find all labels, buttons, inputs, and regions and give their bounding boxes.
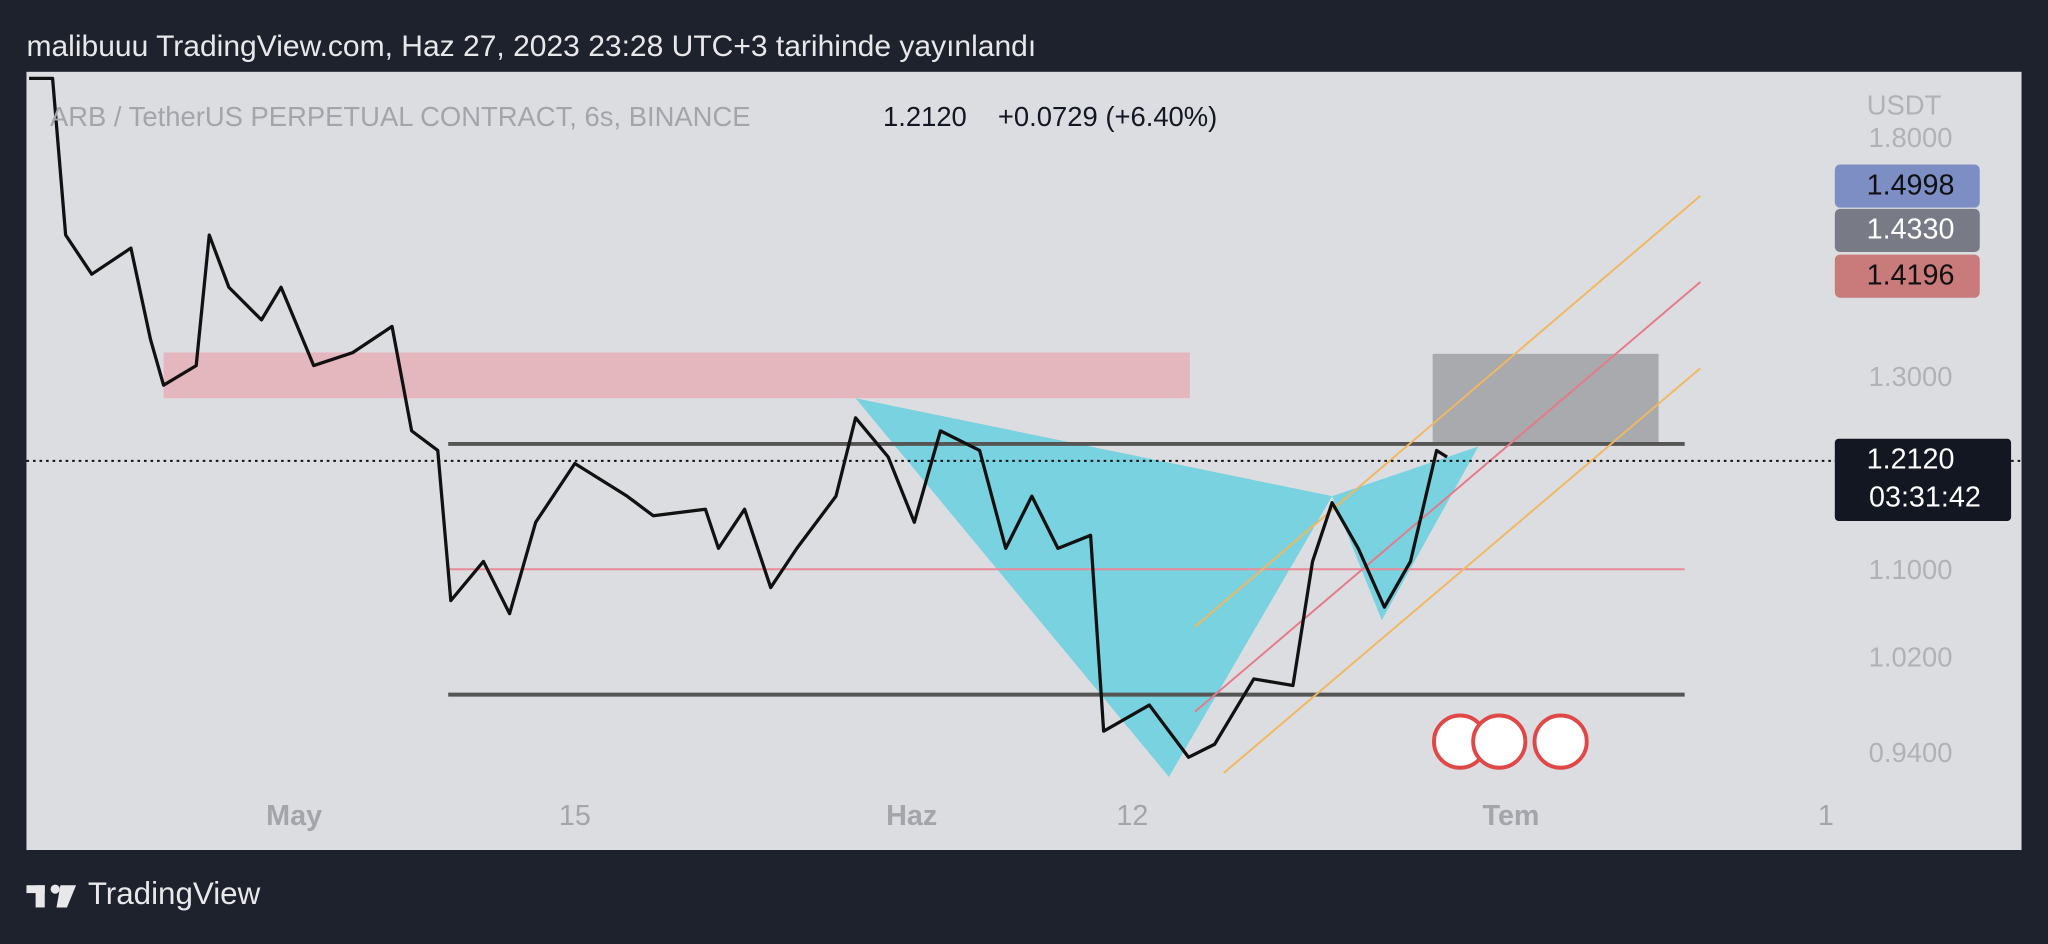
resistance-zone [163, 352, 1190, 399]
price-axis-label: 0.9400 [1869, 737, 1953, 768]
price-axis-label: 1.0200 [1869, 642, 1953, 673]
brand-logo [26, 884, 77, 908]
time-axis-label: 15 [559, 800, 591, 832]
last-price-badge [1834, 438, 2012, 521]
time-axis-label: 12 [1116, 800, 1148, 832]
price-axis-unit: USDT [1867, 89, 1942, 120]
price-badge-label: 1.4330 [1867, 214, 1955, 246]
time-axis-label: Haz [886, 800, 937, 832]
time-axis-label: Tem [1483, 800, 1540, 832]
price-badge-label: 1.4196 [1867, 259, 1955, 291]
last-price: 1.2120 [1867, 443, 1955, 475]
price-axis-label: 1.8000 [1869, 122, 1953, 153]
price-badge [1834, 254, 1980, 298]
target-box [1432, 353, 1659, 444]
channel-line [1194, 195, 1701, 628]
price-axis-label: 1.1000 [1869, 554, 1953, 585]
price-path [29, 76, 1448, 759]
footer-brand: TradingView [88, 876, 261, 911]
event-icon[interactable] [1471, 713, 1528, 770]
price-badge [1834, 164, 1980, 208]
channel-line [1223, 367, 1701, 774]
channel-line [1194, 281, 1701, 713]
event-icons [1432, 713, 1589, 770]
price-badge-label: 1.4998 [1867, 169, 1955, 201]
symbol-change: +0.0729 (+6.40%) [998, 101, 1217, 132]
symbol-price: 1.2120 [883, 101, 967, 132]
time-axis-label: May [266, 800, 322, 832]
time-axis-label: 1 [1818, 800, 1834, 832]
countdown: 03:31:42 [1869, 481, 1981, 513]
header-title: malibuuu TradingView.com, Haz 27, 2023 2… [26, 30, 1036, 63]
price-axis-label: 1.3000 [1869, 361, 1953, 392]
event-icon[interactable] [1532, 713, 1589, 770]
symbol-name: ARB / TetherUS PERPETUAL CONTRACT, 6s, B… [50, 101, 751, 132]
price-badge [1834, 208, 1980, 252]
